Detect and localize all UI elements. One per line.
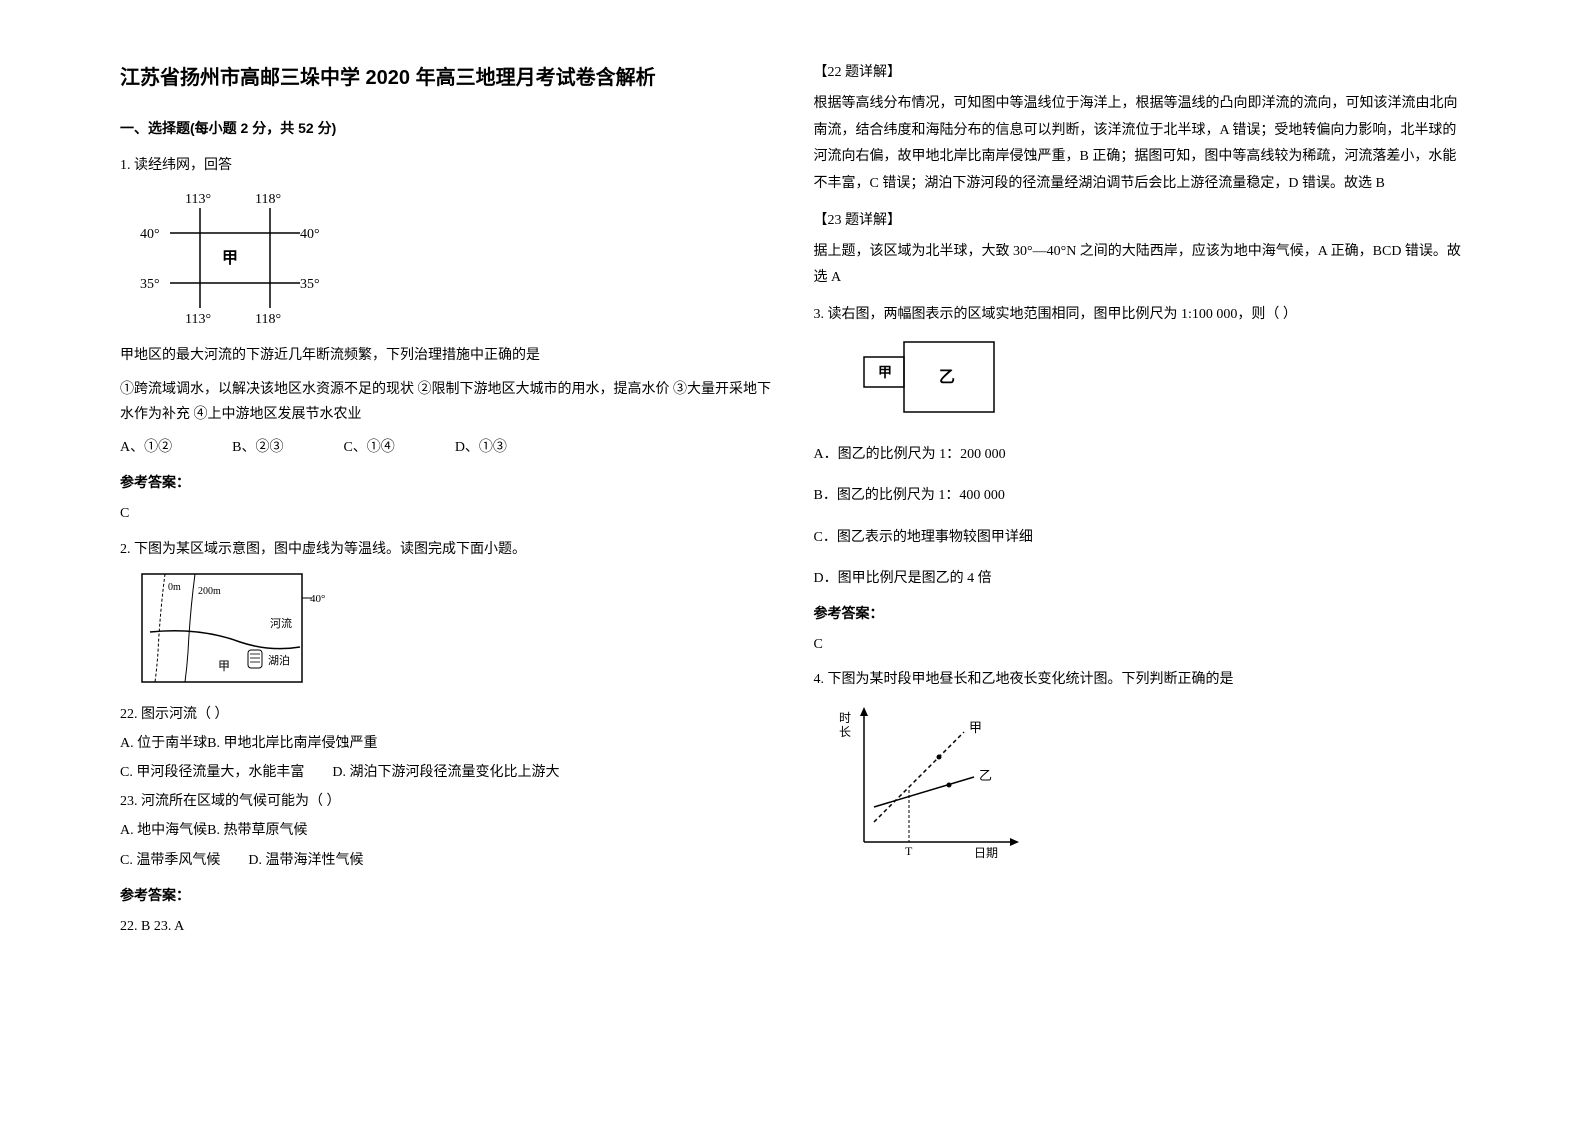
q1-stem: 甲地区的最大河流的下游近几年断流频繁，下列治理措施中正确的是 [120,343,774,368]
box-jia: 甲 [878,365,892,381]
q3-opt-d: D．图甲比例尺是图乙的 4 倍 [814,566,1468,591]
xlabel: 日期 [974,846,998,860]
q1-opt-a: A、①② [120,435,172,460]
ylabel-shi: 时 [839,711,851,725]
q22-opt-b: B. 甲地北岸比南岸侵蚀严重 [207,736,377,751]
line-yi: 乙 [979,768,992,783]
question-1: 1. 读经纬网，回答 113° 118° 40° 40° 35° 35° 113… [120,153,774,526]
lat-35-right: 35° [300,277,320,292]
line-jia: 甲 [969,720,982,735]
lat-40: 40° [310,593,325,605]
q2-answer: 22. B 23. A [120,914,774,939]
lat-40-right: 40° [300,227,320,242]
contour-200m: 200m [198,586,221,597]
q4-intro: 4. 下图为某时段甲地昼长和乙地夜长变化统计图。下列判断正确的是 [814,667,1468,692]
q2-figure: 0m 200m 河流 湖泊 甲 40° [140,572,774,687]
q3-opt-c: C．图乙表示的地理事物较图甲详细 [814,525,1468,550]
lake-label: 湖泊 [268,654,290,667]
lat-35-left: 35° [140,277,160,292]
question-2: 2. 下图为某区域示意图，图中虚线为等温线。读图完成下面小题。 0m 200m … [120,537,774,940]
q1-figure: 113° 118° 40° 40° 35° 35° 113° 118° 甲 [140,188,774,328]
region-label-jia: 甲 [222,249,238,267]
lon-118-bot: 118° [255,312,281,327]
q3-opt-b: B．图乙的比例尺为 1：400 000 [814,483,1468,508]
q23-opt-c: C. 温带季风气候 [120,853,220,868]
q1-opt-c: C、①④ [343,435,394,460]
q1-answer-label: 参考答案： [120,470,774,495]
exp22-text: 根据等高线分布情况，可知图中等温线位于海洋上，根据等温线的凸向即洋流的流向，可知… [814,91,1468,197]
exp23-title: 【23 题详解】 [814,208,1468,233]
q23-opt-b: B. 热带草原气候 [207,823,307,838]
q22-opt-a: A. 位于南半球 [120,736,207,751]
q3-figure: 甲 乙 [854,337,1468,427]
q1-opt-b: B、②③ [232,435,283,460]
q22-opts-ab: A. 位于南半球B. 甲地北岸比南岸侵蚀严重 [120,731,774,756]
q23-text: 23. 河流所在区域的气候可能为（ ） [120,789,774,814]
contour-0m: 0m [168,582,181,593]
lon-113-top: 113° [185,192,211,207]
q3-opt-a: A．图乙的比例尺为 1：200 000 [814,442,1468,467]
q2-answer-label: 参考答案： [120,883,774,908]
ylabel-chang: 长 [839,725,851,739]
q22-text: 22. 图示河流（ ） [120,702,774,727]
q3-answer-label: 参考答案： [814,601,1468,626]
exp23-text: 据上题，该区域为北半球，大致 30°—40°N 之间的大陆西岸，应该为地中海气候… [814,239,1468,292]
section-header: 一、选择题(每小题 2 分，共 52 分) [120,116,774,141]
q23-opts-ab: A. 地中海气候B. 热带草原气候 [120,818,774,843]
page-title: 江苏省扬州市高邮三垛中学 2020 年高三地理月考试卷含解析 [120,60,774,96]
question-3: 3. 读右图，两幅图表示的区域实地范围相同，图甲比例尺为 1:100 000，则… [814,302,1468,657]
jia-label: 甲 [218,659,230,673]
lon-113-bot: 113° [185,312,211,327]
q22-opt-d: D. 湖泊下游河段径流量变化比上游大 [332,765,559,780]
q1-answer: C [120,501,774,526]
q23-opts-cd: C. 温带季风气候 D. 温带海洋性气候 [120,848,774,873]
q1-opt-d: D、①③ [455,435,507,460]
q1-intro: 1. 读经纬网，回答 [120,153,774,178]
lat-40-left: 40° [140,227,160,242]
q1-options: A、①② B、②③ C、①④ D、①③ [120,435,774,460]
q1-choices: ①跨流域调水，以解决该地区水资源不足的现状 ②限制下游地区大城市的用水，提高水价… [120,377,774,427]
q23-opt-a: A. 地中海气候 [120,823,207,838]
q3-answer: C [814,632,1468,657]
q3-intro: 3. 读右图，两幅图表示的区域实地范围相同，图甲比例尺为 1:100 000，则… [814,302,1468,327]
tick-t: T [905,844,913,858]
lon-118-top: 118° [255,192,281,207]
exp22-title: 【22 题详解】 [814,60,1468,85]
q22-opt-c: C. 甲河段径流量大，水能丰富 [120,765,304,780]
q22-opts-cd: C. 甲河段径流量大，水能丰富 D. 湖泊下游河段径流量变化比上游大 [120,760,774,785]
q2-intro: 2. 下图为某区域示意图，图中虚线为等温线。读图完成下面小题。 [120,537,774,562]
river-label: 河流 [270,616,292,630]
box-yi: 乙 [939,369,955,386]
q4-figure: 时 长 日期 甲 乙 T [834,702,1468,862]
question-4: 4. 下图为某时段甲地昼长和乙地夜长变化统计图。下列判断正确的是 时 长 日期 … [814,667,1468,862]
q23-opt-d: D. 温带海洋性气候 [248,853,363,868]
